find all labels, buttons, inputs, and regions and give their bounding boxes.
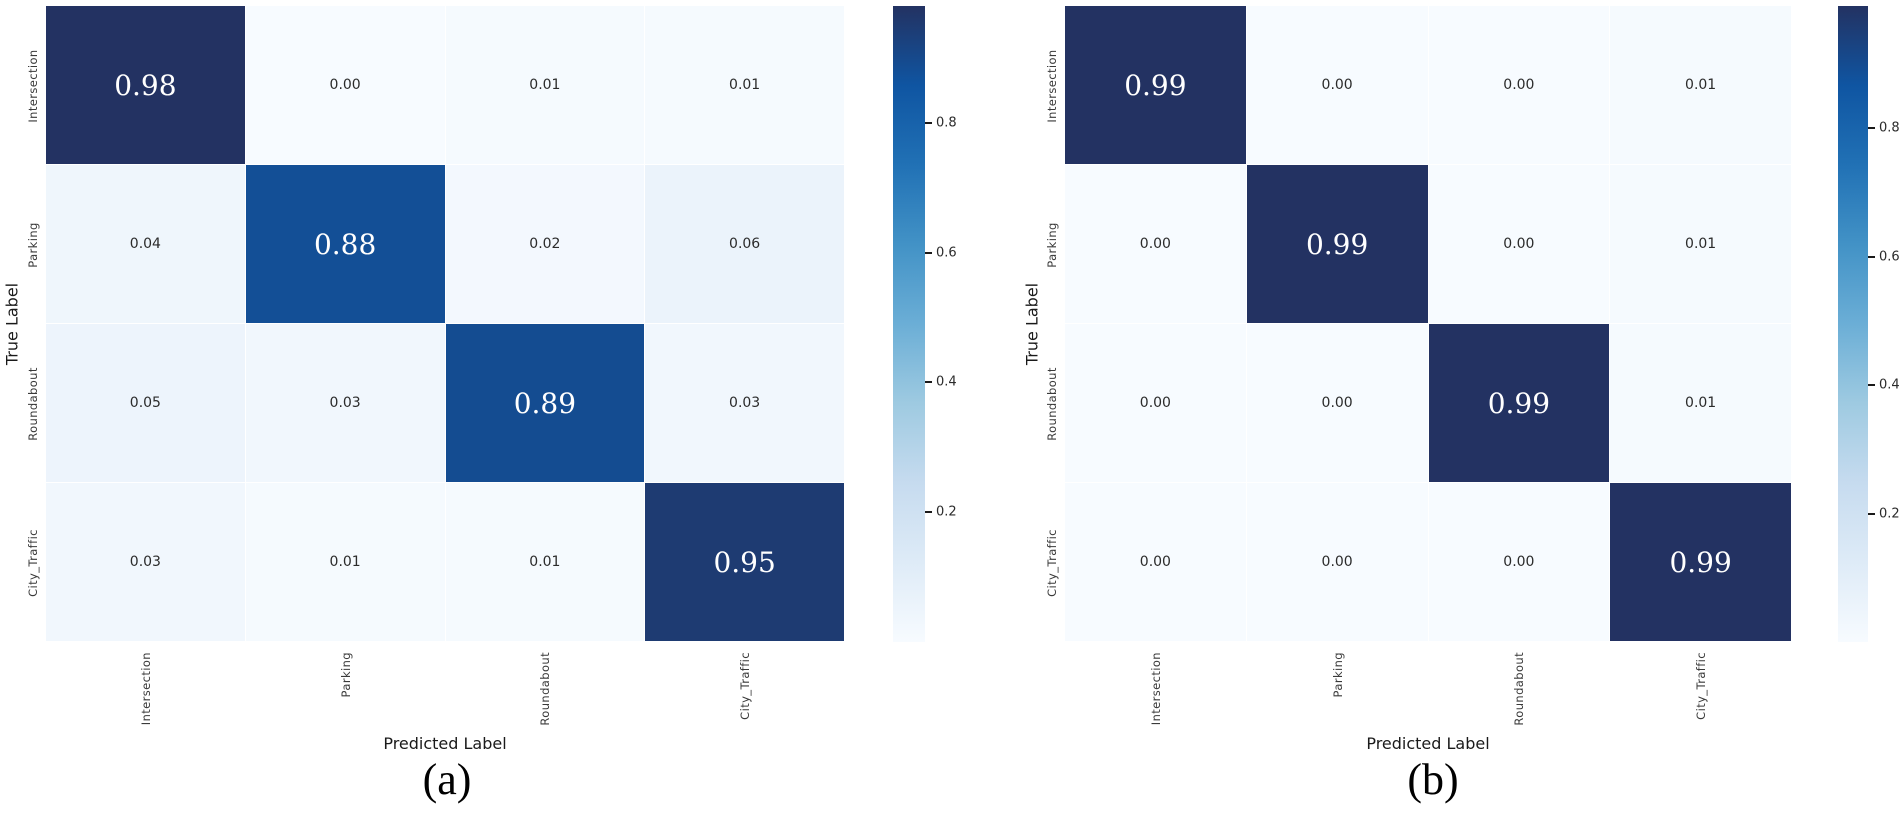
panel-caption: (b) [1407,755,1459,804]
colorbar-tick [1868,127,1875,130]
x-tick-label: Roundabout [1512,652,1527,726]
heatmap-cell: 0.01 [445,483,645,641]
panel-caption: (a) [422,755,472,804]
cell-value: 0.99 [1669,545,1732,579]
heatmap-cell: 0.06 [645,165,844,323]
y-tick-label: Intersection [1045,48,1059,123]
colorbar-tick [1868,384,1875,387]
cell-value: 0.03 [129,554,161,570]
colorbar [1838,6,1868,642]
heatmap-cell: 0.02 [445,165,645,323]
colorbar-tick [925,251,932,254]
cell-value: 0.00 [1321,395,1353,411]
heatmap-cell: 0.01 [1610,324,1791,482]
heatmap-cell: 0.98 [46,6,245,164]
heatmap-cell: 0.03 [245,324,445,482]
cell-value: 0.02 [529,236,561,252]
heatmap-cell: 0.00 [1065,165,1246,323]
heatmap-cell: 0.95 [645,483,844,641]
y-tick-label: Parking [1045,221,1059,268]
heatmap-cell: 0.00 [1428,6,1610,164]
cell-value: 0.01 [329,554,361,570]
colorbar-tick [1868,255,1875,258]
cell-value: 0.01 [529,554,561,570]
colorbar-tick [925,121,932,124]
cell-value: 0.99 [1305,227,1369,261]
x-axis-title: Predicted Label [1366,734,1490,753]
cell-value: 0.00 [1139,395,1171,411]
colorbar-tick-label: 0.4 [1879,377,1900,393]
heatmap-cell: 0.00 [1246,6,1428,164]
y-axis-title: True Label [1022,282,1042,366]
colorbar-tick-label: 0.6 [1879,249,1900,265]
cell-value: 0.99 [1124,68,1187,102]
heatmap-cell: 0.00 [1428,165,1610,323]
cell-value: 0.00 [329,77,361,93]
heatmap-cell: 0.99 [1246,165,1428,323]
x-tick-label: Parking [1330,652,1345,698]
cell-value: 0.99 [1487,386,1551,420]
cell-value: 0.01 [1685,77,1717,93]
colorbar-tick-label: 0.2 [1879,506,1900,521]
x-tick-label: Intersection [1148,652,1163,726]
heatmap-cell: 0.99 [1428,324,1610,482]
heatmap-cell: 0.01 [645,6,844,164]
cell-value: 0.01 [1685,236,1717,252]
colorbar-tick [925,381,932,384]
heatmap-cell: 0.01 [245,483,445,641]
cell-value: 0.00 [1139,554,1171,570]
heatmap-cell: 0.00 [1065,483,1246,641]
heatmap-cell: 0.03 [645,324,844,482]
x-axis-title: Predicted Label [383,734,507,753]
heatmap-cell: 0.00 [1428,483,1610,641]
y-tick-label: City_Traffic [1045,528,1059,597]
cell-value: 0.06 [729,236,761,252]
cell-value: 0.00 [1321,554,1353,570]
heatmap-cell: 0.00 [1065,324,1246,482]
colorbar-tick-label: 0.8 [1879,120,1900,136]
heatmap-cell: 0.04 [46,165,245,323]
heatmap-cell: 0.01 [1610,165,1791,323]
x-tick-label: City_Traffic [1694,652,1709,720]
heatmap-cell: 0.01 [445,6,645,164]
cell-value: 0.01 [1685,395,1717,411]
cell-value: 0.95 [713,545,776,579]
cell-value: 0.05 [129,395,161,411]
cell-value: 0.00 [1503,236,1535,252]
cell-value: 0.01 [729,77,761,93]
heatmap-cell: 0.00 [1246,324,1428,482]
y-tick-label: Roundabout [1045,366,1059,441]
heatmap-cell: 0.00 [245,6,445,164]
cell-value: 0.03 [729,395,761,411]
heatmap-cell: 0.01 [1610,6,1791,164]
cell-value: 0.98 [114,68,177,102]
cell-value: 0.00 [1139,236,1171,252]
colorbar-tick [1868,512,1875,515]
cell-value: 0.89 [513,386,577,420]
colorbar [893,6,925,642]
heatmap-cell: 0.00 [1246,483,1428,641]
heatmap-cell: 0.99 [1610,483,1791,641]
cell-value: 0.88 [313,227,377,261]
cell-value: 0.04 [129,236,161,252]
colorbar-tick-label: 0.2 [936,504,957,520]
colorbar-tick-label: 0.4 [936,374,957,390]
heatmap-cell: 0.89 [445,324,645,482]
cell-value: 0.03 [329,395,361,411]
heatmap-cell: 0.03 [46,483,245,641]
cell-value: 0.00 [1321,77,1353,93]
cell-value: 0.00 [1503,554,1535,570]
colorbar-tick [925,511,932,514]
cell-value: 0.00 [1503,77,1535,93]
colorbar-tick-label: 0.8 [936,115,957,131]
colorbar-tick-label: 0.6 [936,245,957,261]
heatmap-cell: 0.99 [1065,6,1246,164]
heatmap-cell: 0.88 [245,165,445,323]
cell-value: 0.01 [529,77,561,93]
heatmap-cell: 0.05 [46,324,245,482]
